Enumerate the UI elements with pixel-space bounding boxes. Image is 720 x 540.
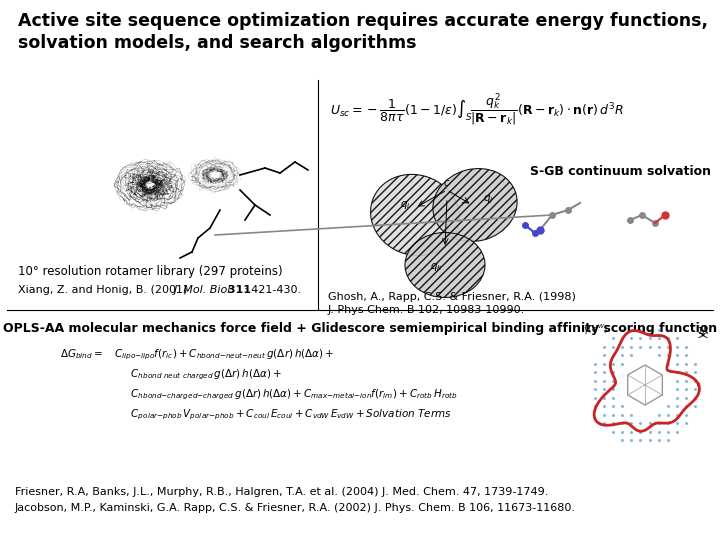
- Text: 10° resolution rotamer library (297 proteins): 10° resolution rotamer library (297 prot…: [18, 265, 283, 278]
- Text: OPLS-AA molecular mechanics force field + Glidescore semiempirical binding affin: OPLS-AA molecular mechanics force field …: [3, 322, 717, 335]
- Text: Active site sequence optimization requires accurate energy functions,
solvation : Active site sequence optimization requir…: [18, 12, 708, 52]
- Text: $U_{sc} = -\dfrac{1}{8\pi\tau}(1 - 1/\epsilon)\int_S \dfrac{q_k^2}{|\mathbf{R}-\: $U_{sc} = -\dfrac{1}{8\pi\tau}(1 - 1/\ep…: [330, 92, 624, 128]
- Text: $\gamma(d^W)$: $\gamma(d^W)$: [583, 323, 608, 338]
- Text: Friesner, R.A, Banks, J.L., Murphy, R.B., Halgren, T.A. et al. (2004) J. Med. Ch: Friesner, R.A, Banks, J.L., Murphy, R.B.…: [15, 487, 549, 497]
- Ellipse shape: [405, 233, 485, 298]
- Ellipse shape: [433, 168, 517, 241]
- Text: $q_j$: $q_j$: [482, 194, 493, 206]
- Text: $\Delta G_{bind} = \quad C_{lipo\mathit{-}lipo}f(r_{ic}) + C_{hbond\mathit{-}neu: $\Delta G_{bind} = \quad C_{lipo\mathit{…: [60, 348, 334, 362]
- Text: $c$: $c$: [444, 178, 451, 188]
- Text: : 421-430.: : 421-430.: [244, 285, 301, 295]
- Text: Xiang, Z. and Honig, B. (2001): Xiang, Z. and Honig, B. (2001): [18, 285, 191, 295]
- Text: $q_k$: $q_k$: [431, 261, 444, 273]
- Text: S-GB continuum solvation: S-GB continuum solvation: [530, 165, 711, 178]
- Text: 1Å: 1Å: [697, 327, 708, 336]
- Text: $\quad\quad\quad\quad\quad\quad\quad C_{hbond\mathit{-}charged\mathit{-}charged}: $\quad\quad\quad\quad\quad\quad\quad C_{…: [60, 388, 458, 402]
- Text: $q_i$: $q_i$: [400, 199, 410, 211]
- Text: $\quad\quad\quad\quad\quad\quad\quad C_{polar\mathit{-}phob}\, V_{polar\mathit{-: $\quad\quad\quad\quad\quad\quad\quad C_{…: [60, 408, 451, 422]
- Text: Ghosh, A., Rapp, C.S. & Friesner, R.A. (1998)
J. Phys Chem. B 102, 10983-10990.: Ghosh, A., Rapp, C.S. & Friesner, R.A. (…: [328, 292, 576, 315]
- Text: J. Mol. Biol.: J. Mol. Biol.: [174, 285, 235, 295]
- Text: 311: 311: [224, 285, 251, 295]
- Ellipse shape: [371, 174, 459, 255]
- Text: $\quad\quad\quad\quad\quad\quad\quad C_{hbond\ neut\ charged}\, g(\Delta r)\, h(: $\quad\quad\quad\quad\quad\quad\quad C_{…: [60, 368, 282, 382]
- Text: Jacobson, M.P., Kaminski, G.A. Rapp, C.S. & Friesner, R.A. (2002) J. Phys. Chem.: Jacobson, M.P., Kaminski, G.A. Rapp, C.S…: [15, 503, 576, 513]
